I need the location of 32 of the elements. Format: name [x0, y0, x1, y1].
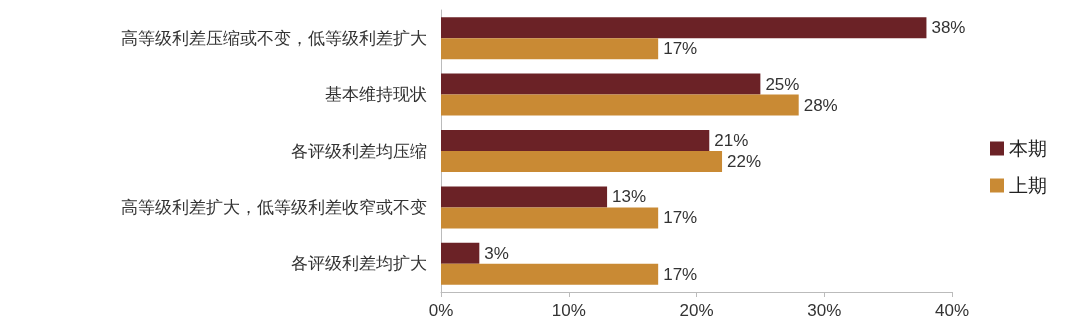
y-tick-label: 基本维持现状	[325, 85, 427, 105]
data-label: 13%	[612, 187, 647, 207]
data-label: 17%	[663, 39, 698, 59]
data-label: 3%	[484, 243, 509, 263]
y-tick-label: 各评级利差均压缩	[291, 141, 427, 161]
bar	[441, 38, 659, 60]
data-label: 17%	[663, 208, 698, 228]
x-tick-label: 30%	[807, 301, 842, 320]
legend-label: 上期	[1009, 175, 1047, 196]
data-label: 21%	[714, 131, 749, 150]
data-label: 22%	[727, 152, 762, 171]
bar	[441, 94, 799, 116]
data-label: 25%	[765, 74, 800, 94]
x-tick-label: 10%	[551, 301, 586, 320]
x-tick-label: 20%	[679, 301, 714, 320]
legend-label: 本期	[1009, 138, 1047, 159]
y-tick-label: 高等级利差扩大，低等级利差收窄或不变	[121, 197, 427, 217]
data-label: 38%	[931, 18, 966, 38]
x-tick-label: 0%	[428, 301, 454, 320]
bar	[441, 186, 608, 208]
bar	[441, 242, 480, 264]
y-tick-label: 高等级利差压缩或不变，低等级利差扩大	[121, 28, 427, 48]
bar	[441, 207, 659, 229]
y-tick-label: 各评级利差均扩大	[291, 254, 427, 274]
data-label: 17%	[663, 264, 698, 284]
x-tick-label: 40%	[934, 301, 970, 320]
bar	[441, 130, 710, 151]
bar	[441, 263, 659, 285]
bar	[441, 17, 927, 39]
bar	[441, 73, 761, 95]
bar	[441, 151, 723, 172]
data-label: 28%	[803, 95, 838, 115]
